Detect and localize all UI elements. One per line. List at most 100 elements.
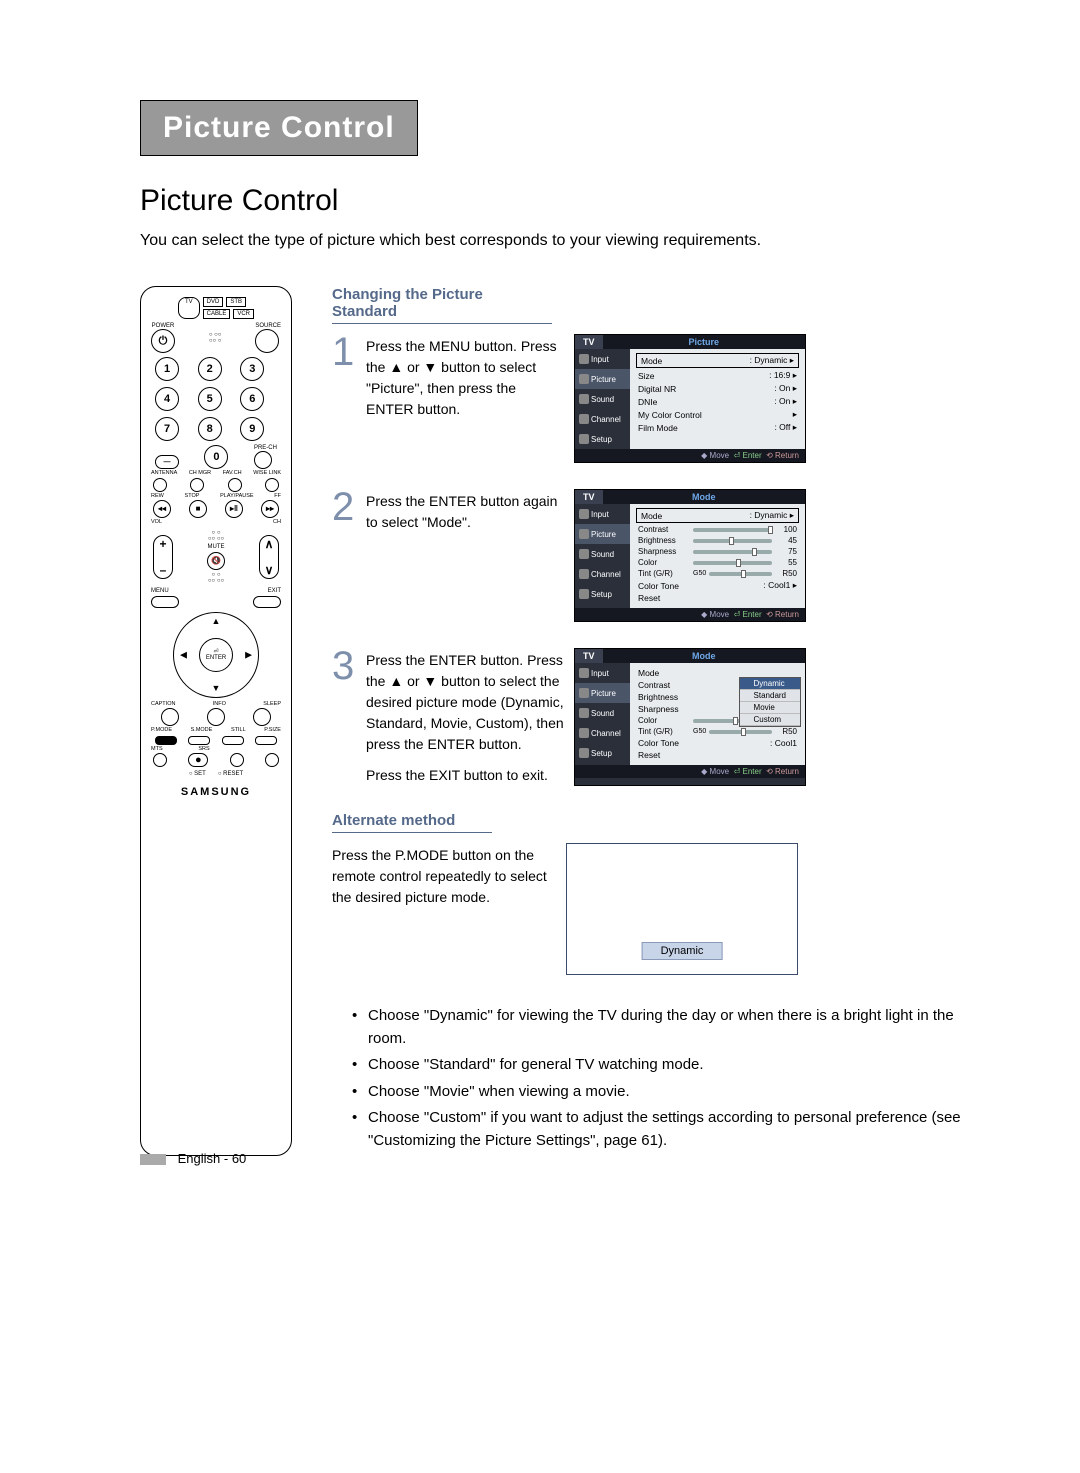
reset-label: RESET xyxy=(218,771,243,777)
alt-method-text: Press the P.MODE button on the remote co… xyxy=(332,843,552,975)
stop-label: STOP xyxy=(185,494,200,500)
smode-label: S.MODE xyxy=(191,728,213,734)
num-5: 5 xyxy=(198,387,222,411)
sub-heading-1: Changing the Picture Standard xyxy=(332,286,552,324)
ff-label: FF xyxy=(274,494,281,500)
osd-row-mode: Mode: Dynamic ▸ xyxy=(636,353,799,368)
step-3-number: 3 xyxy=(332,648,358,786)
caption-label: CAPTION xyxy=(151,702,175,708)
instructions-column: Changing the Picture Standard 1 Press th… xyxy=(332,286,990,1156)
osd-slider-sharpness: Sharpness75 xyxy=(636,546,799,557)
osd-slider-tintgr: Tint (G/R)G50R50 xyxy=(636,726,799,737)
step-2-number: 2 xyxy=(332,489,358,622)
osd-row-dnie: DNIe: On ▸ xyxy=(636,395,799,408)
mts-button xyxy=(153,753,167,767)
osd2-colortone: Color Tone: Cool1 ▸ xyxy=(636,579,799,592)
dash-button: — xyxy=(155,455,179,469)
osd-slider-tintgr: Tint (G/R)G50R50 xyxy=(636,568,799,579)
favch-label: FAV.CH xyxy=(223,471,242,477)
osd2-row-mode: Mode: Dynamic ▸ xyxy=(636,508,799,523)
osd-row-film: Film Mode: Off ▸ xyxy=(636,421,799,434)
ch-rocker: ∧∨ xyxy=(259,535,279,579)
dpad-down-icon: ▼ xyxy=(212,684,221,693)
remote-mode-cable: CABLE xyxy=(203,309,231,319)
chapter-title: Picture Control xyxy=(163,111,395,144)
bullet-standard: Choose "Standard" for general TV watchin… xyxy=(352,1054,990,1077)
power-button: ⏻ xyxy=(151,329,175,353)
sleep-label: SLEEP xyxy=(263,702,281,708)
osd-slider-brightness: Brightness45 xyxy=(636,535,799,546)
osd-mode-options: Dynamic Standard Movie Custom xyxy=(739,677,801,727)
num-1: 1 xyxy=(155,357,179,381)
stop-button: ■ xyxy=(189,500,207,518)
osd-row-size: Size: 16:9 ▸ xyxy=(636,369,799,382)
intro-text: You can select the type of picture which… xyxy=(140,232,990,250)
play-label: PLAY/PAUSE xyxy=(220,494,253,500)
bullet-movie: Choose "Movie" when viewing a movie. xyxy=(352,1081,990,1104)
psize-label: P.SIZE xyxy=(264,728,281,734)
play-button: ▸‖ xyxy=(225,500,243,518)
osd-row-digitalnr: Digital NR: On ▸ xyxy=(636,382,799,395)
exit-button xyxy=(253,596,281,608)
step-2-text: Press the ENTER button again to select "… xyxy=(366,489,566,622)
num-7: 7 xyxy=(155,417,179,441)
sleep-button xyxy=(253,708,271,726)
num-8: 8 xyxy=(198,417,222,441)
dpad: ▲ ▼ ◀ ▶ ⏎ENTER xyxy=(173,612,259,698)
osd-side-sound: Sound xyxy=(575,389,630,409)
extra2-button xyxy=(265,753,279,767)
caption-button xyxy=(161,708,179,726)
alt-display-panel: Dynamic xyxy=(566,843,798,975)
chapter-tab: Picture Control xyxy=(140,100,418,156)
osd-side-setup: Setup xyxy=(575,429,630,449)
wiselink-label: WISE LINK xyxy=(253,471,281,477)
section-title: Picture Control xyxy=(140,184,990,218)
osd-side-picture: Picture xyxy=(575,369,630,389)
osd-tv-label: TV xyxy=(575,335,603,349)
bullet-dynamic: Choose "Dynamic" for viewing the TV duri… xyxy=(352,1005,990,1050)
wiselink-button xyxy=(265,478,279,492)
opt-standard: Standard xyxy=(740,690,800,702)
still-button xyxy=(222,736,244,745)
opt-dynamic: Dynamic xyxy=(740,678,800,690)
srs-button: ● xyxy=(188,753,208,767)
pmode-button xyxy=(155,736,177,745)
osd-hint-bar: ◆ Move ⏎ Enter ⟲ Return xyxy=(575,449,805,462)
step-1-number: 1 xyxy=(332,334,358,463)
pmode-label: P.MODE xyxy=(151,728,172,734)
step-1-text: Press the MENU button. Press the ▲ or ▼ … xyxy=(366,334,566,463)
vol-label: VOL xyxy=(151,520,162,526)
bullet-custom: Choose "Custom" if you want to adjust th… xyxy=(352,1107,990,1152)
exit-label: EXIT xyxy=(268,588,281,594)
ff-button: ▸▸ xyxy=(261,500,279,518)
info-label: INFO xyxy=(213,702,226,708)
ch-label: CH xyxy=(273,520,281,526)
menu-button xyxy=(151,596,179,608)
osd-slider-contrast: Contrast100 xyxy=(636,524,799,535)
favch-button xyxy=(228,478,242,492)
page-footer: English - 60 xyxy=(140,1151,246,1166)
osd-slider-color: Color55 xyxy=(636,557,799,568)
osd-side-input: Input xyxy=(575,349,630,369)
antenna-button xyxy=(153,478,167,492)
srs-label: SRS xyxy=(198,747,209,753)
dpad-right-icon: ▶ xyxy=(245,650,252,659)
extra1-button xyxy=(230,753,244,767)
footer-text: English - 60 xyxy=(178,1151,247,1166)
osd-side-channel: Channel xyxy=(575,409,630,429)
opt-custom: Custom xyxy=(740,714,800,726)
osd-mode-menu: TVMode Input Picture Sound Channel Setup… xyxy=(574,489,806,622)
mute-label: MUTE xyxy=(208,544,225,550)
remote-mode-dvd: DVD xyxy=(203,297,224,307)
osd-sidebar: Input Picture Sound Channel Setup xyxy=(575,349,630,449)
source-label: SOURCE xyxy=(255,323,281,329)
opt-movie: Movie xyxy=(740,702,800,714)
psize-button xyxy=(255,736,277,745)
rew-label: REW xyxy=(151,494,164,500)
num-2: 2 xyxy=(198,357,222,381)
remote-mode-vcr: VCR xyxy=(233,309,254,319)
mute-button: 🔇 xyxy=(207,552,225,570)
num-9: 9 xyxy=(240,417,264,441)
step-3-text: Press the ENTER button. Press the ▲ or ▼… xyxy=(366,648,566,786)
num-6: 6 xyxy=(240,387,264,411)
